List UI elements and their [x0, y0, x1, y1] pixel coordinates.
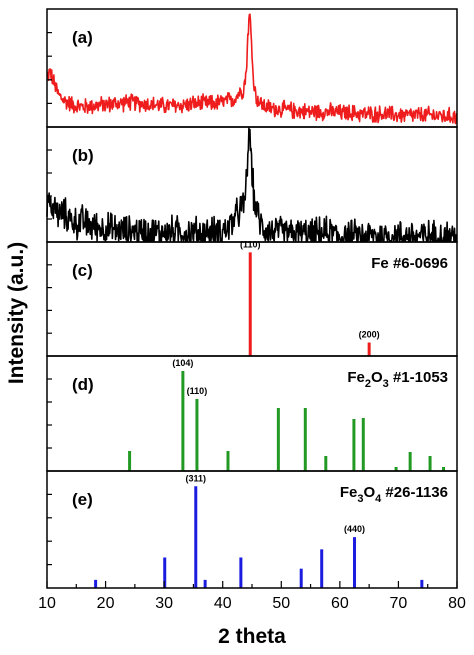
x-tick-label: 10 — [38, 595, 56, 612]
peak-hkl-label: (110) — [187, 386, 208, 396]
reference-card-label: Fe2O3 #1-1053 — [347, 369, 448, 390]
panel-b: (b) — [46, 126, 458, 243]
peak-hkl-label: (110) — [240, 239, 261, 249]
panel-a: (a) — [46, 8, 458, 128]
x-tick-label: 60 — [331, 595, 349, 612]
peak-hkl-label: (200) — [359, 330, 380, 340]
panels: (a) (b) (110) (200) Fe #6-0696 (c) (104) (110) F… — [46, 8, 458, 589]
x-tick-label: 20 — [97, 595, 115, 612]
reference-card-label: Fe3O4 #26-1136 — [340, 484, 448, 505]
x-tick-label: 80 — [448, 595, 466, 612]
x-axis: 10 20 30 40 50 60 70 80 — [38, 581, 466, 612]
peak-hkl-label: (104) — [172, 358, 193, 368]
peak-hkl-label: (440) — [344, 524, 365, 534]
x-axis-title: 2 theta — [218, 625, 286, 648]
panel-label: (c) — [72, 261, 93, 280]
panel-label: (a) — [72, 28, 93, 47]
x-tick-label: 70 — [390, 595, 408, 612]
panel-label: (b) — [72, 146, 94, 165]
x-tick-label: 30 — [155, 595, 173, 612]
x-tick-label: 40 — [214, 595, 232, 612]
panel-label: (e) — [72, 490, 93, 509]
pattern-trace — [46, 13, 458, 125]
reference-card-label: Fe #6-0696 — [371, 255, 448, 272]
panel-c: (110) (200) Fe #6-0696 (c) — [46, 239, 458, 357]
pattern-trace — [46, 127, 458, 242]
panel-e: (311) (440) Fe3O4 #26-1136 (e) — [46, 470, 458, 589]
panel-label: (d) — [72, 375, 94, 394]
y-axis-title: Intensity (a.u.) — [5, 242, 28, 384]
panel-d: (104) (110) Fe2O3 #1-1053 (d) — [46, 355, 458, 472]
x-tick-label: 50 — [272, 595, 290, 612]
peak-hkl-label: (311) — [186, 473, 207, 483]
